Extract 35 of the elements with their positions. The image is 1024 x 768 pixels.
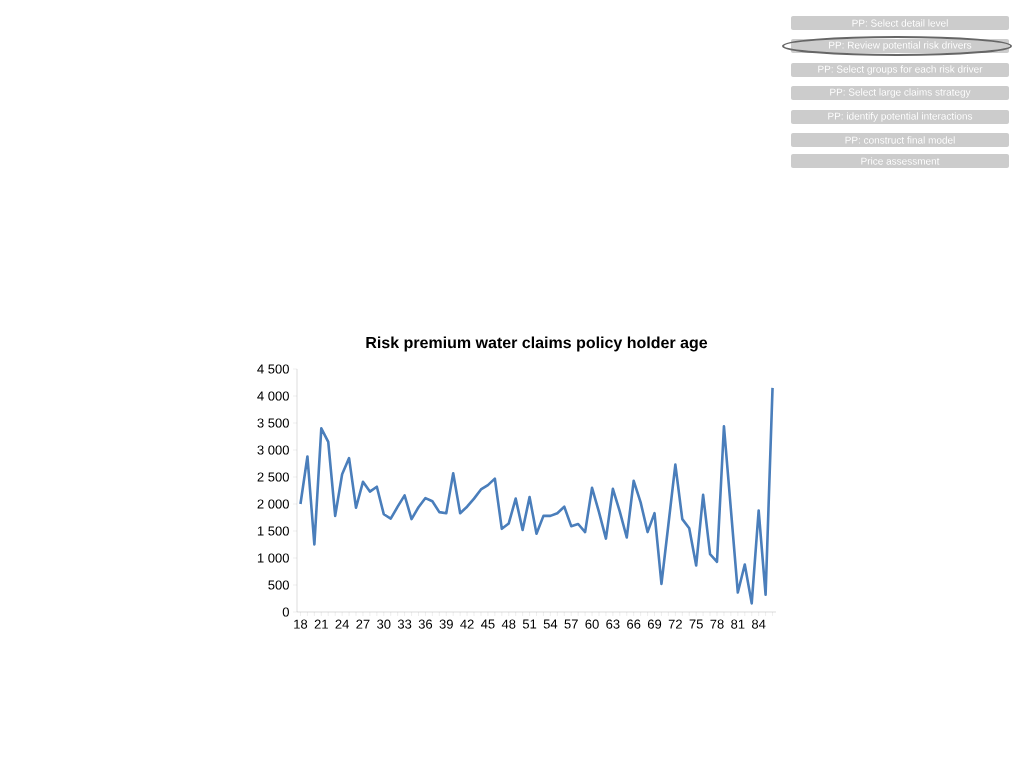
x-tick-label: 51 — [522, 619, 537, 629]
x-tick-label: 72 — [668, 619, 682, 629]
x-tick-label: 75 — [689, 619, 703, 629]
y-tick-label: 3 500 — [257, 418, 289, 428]
y-tick-label: 4 500 — [257, 364, 289, 374]
x-tick-label: 33 — [397, 619, 412, 629]
y-tick-label: 4 000 — [257, 391, 289, 401]
x-tick-label: 69 — [647, 619, 662, 629]
y-tick-label: 2 000 — [257, 499, 289, 509]
x-tick-label: 39 — [439, 619, 453, 629]
x-tick-label: 45 — [480, 619, 495, 629]
x-tick-label: 54 — [543, 619, 558, 629]
x-tick-label: 18 — [294, 619, 308, 629]
x-tick-label: 84 — [751, 619, 766, 629]
y-tick-label: 500 — [268, 580, 289, 590]
y-tick-label: 1 000 — [257, 553, 289, 563]
x-tick-label: 57 — [564, 619, 578, 629]
chart-title: Risk premium water claims policy holder age — [366, 336, 708, 352]
y-tick-label: 2 500 — [257, 472, 289, 482]
y-tick-label: 3 000 — [257, 445, 289, 455]
x-tick-label: 27 — [356, 619, 370, 629]
y-tick-label: 1 500 — [257, 526, 289, 536]
y-tick-label: 0 — [282, 607, 289, 617]
x-tick-label: 36 — [418, 619, 433, 629]
x-tick-label: 60 — [585, 619, 599, 629]
x-tick-label: 48 — [501, 619, 516, 629]
x-tick-label: 81 — [731, 619, 745, 629]
x-tick-label: 78 — [710, 619, 724, 629]
x-tick-label: 42 — [460, 619, 474, 629]
x-tick-label: 63 — [606, 619, 620, 629]
x-tick-label: 21 — [314, 619, 328, 629]
x-tick-label: 30 — [377, 619, 391, 629]
line-series — [299, 386, 774, 605]
x-tick-label: 66 — [627, 619, 641, 629]
x-tick-label: 24 — [335, 619, 349, 629]
